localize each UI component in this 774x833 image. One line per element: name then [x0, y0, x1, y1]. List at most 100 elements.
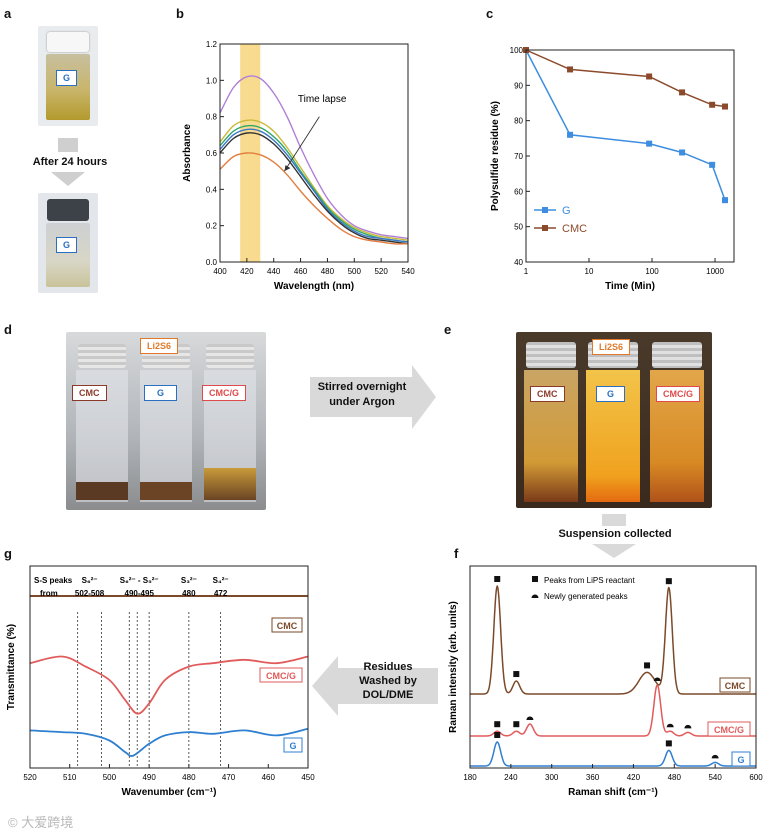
residue-point-g: [646, 140, 653, 147]
y-tick-label-b: 1.2: [206, 40, 218, 49]
cmc-tag-d: CMC: [72, 385, 107, 401]
arrow-head-d-to-e: [412, 365, 436, 429]
ftir-curve-g: [29, 727, 309, 757]
panel-g-label: g: [4, 546, 12, 561]
curve-tag-box-f: [731, 751, 751, 767]
curve-tag-box-g: [259, 667, 303, 683]
x-tick-label-g: 500: [103, 773, 117, 782]
x-tick-label-f: 360: [586, 773, 600, 782]
reactant-peak-marker: [513, 671, 520, 678]
panel-b-label: b: [176, 6, 184, 21]
time-lapse-annotation: Time lapse: [298, 94, 347, 105]
raman-chart: 180 240 300 360 420 480 540 600 Raman shift (cm⁻…: [448, 565, 763, 798]
time-lapse-arrow-line: [284, 116, 320, 172]
peak-range-label: 472: [214, 589, 228, 598]
peak-range-label: 480: [182, 589, 196, 598]
x-tick-label-b: 400: [213, 267, 227, 276]
x-tick-label-b: 420: [240, 267, 254, 276]
absorbance-series-1: [219, 75, 409, 240]
curve-tag-f: CMC/G: [714, 725, 744, 735]
residue-point-g: [709, 161, 716, 168]
after-24h-text: After 24 hours: [32, 156, 108, 168]
reactant-peak-marker: [494, 732, 501, 738]
y-axis-label-f: Raman intensity (arb. units): [448, 601, 459, 733]
x-tick-label-f: 240: [504, 773, 518, 782]
x-tick-label-g: 470: [222, 773, 236, 782]
legend-label-cmc: CMC: [562, 223, 587, 235]
residue-point-g: [567, 131, 574, 138]
legend-reactant-label: Peaks from LiPS reactant: [544, 576, 635, 585]
x-axis-label-b: Wavelength (nm): [274, 281, 354, 292]
cmcg-tag-d: CMC/G: [202, 385, 246, 401]
x-tick-label-g: 490: [142, 773, 156, 782]
reactant-peak-marker: [665, 578, 672, 585]
ss-peaks-label: S-S peaks: [34, 576, 73, 585]
y-tick-label-b: 0.6: [206, 149, 218, 158]
curve-tag-g: G: [289, 741, 296, 751]
x-tick-label-f: 180: [463, 773, 477, 782]
peak-species-label: S₆²⁻ - S₅²⁻: [120, 576, 159, 585]
watermark: © 大爱跨境: [8, 815, 74, 830]
absorbance-series-4: [219, 128, 409, 243]
panel-a-label: a: [4, 6, 12, 21]
y-tick-label-b: 0.2: [206, 222, 218, 231]
x-tick-label-c: 1000: [706, 267, 724, 276]
down-arrow-a: [58, 138, 78, 152]
vial-photo-after: G: [38, 193, 98, 293]
reactant-peak-marker: [665, 740, 672, 747]
arrow-f-to-g: [336, 668, 438, 704]
ftir-chart: 520 510 500 490 480 470 460 450 Wavenumber (cm⁻¹…: [6, 565, 315, 798]
y-tick-label-c: 70: [514, 152, 523, 161]
x-tick-label-g: 510: [63, 773, 77, 782]
residue-point-cmc: [646, 73, 653, 80]
curve-tag-f: CMC: [725, 681, 746, 691]
new-peak-marker: [711, 754, 719, 759]
x-tick-label-c: 1: [524, 267, 529, 276]
legend-marker-g: [542, 207, 548, 213]
new-peak-marker: [684, 724, 692, 729]
arrow-head-f-to-g: [312, 656, 338, 716]
y-tick-label-b: 0.8: [206, 113, 218, 122]
arrow-d-to-e: [310, 377, 414, 417]
polysulfide-residue-chart: 1 10 100 1000 40 50 60 70 80 90 100 Time (Min) Polys…: [490, 46, 735, 292]
curve-tag-box-g: [271, 617, 303, 633]
x-tick-label-g: 460: [262, 773, 276, 782]
y-tick-label-c: 100: [510, 46, 524, 55]
arrow-e-to-f: [602, 514, 626, 526]
peak-species-label: S₄²⁻: [213, 576, 229, 585]
vials-photo-d: [66, 332, 266, 510]
raman-curve-cmc: [470, 585, 756, 695]
g-tag-e: G: [596, 386, 626, 402]
cmcg-tag-e: CMC/G: [656, 386, 700, 402]
panel-f-label: f: [454, 546, 459, 561]
li2s6-tag-e: Li2S6: [592, 339, 631, 355]
reactant-peak-marker: [644, 662, 651, 669]
time-lapse-arrow-head: [284, 165, 291, 172]
y-tick-label-b: 1.0: [206, 76, 218, 85]
x-tick-label-f: 420: [627, 773, 641, 782]
plot-frame-g: [29, 565, 309, 769]
curve-tag-box-f: [719, 677, 751, 693]
reactant-peak-marker: [513, 721, 520, 728]
x-tick-label-b: 460: [294, 267, 308, 276]
absorbance-chart: 400 420 440 460 480 500 520 540 0.0 0.2 0.4 0.6 0.8 1…: [182, 40, 415, 292]
curve-tag-g: CMC: [277, 621, 298, 631]
suspension-text: Suspension collected: [558, 528, 672, 540]
residue-point-cmc: [709, 101, 716, 108]
new-peak-marker: [526, 716, 534, 720]
legend-new-marker: [531, 594, 539, 598]
residue-point-cmc: [722, 103, 729, 110]
x-axis-label-c: Time (Min): [605, 281, 655, 292]
g-tag-d: G: [144, 385, 178, 401]
reactant-peak-marker: [494, 576, 501, 582]
residue-line-g: [525, 49, 726, 201]
raman-curve-g: [470, 741, 756, 767]
panel-c-label: c: [486, 6, 494, 21]
x-tick-label-b: 540: [401, 267, 415, 276]
y-tick-label-c: 40: [514, 258, 523, 267]
panel-e-label: e: [444, 322, 452, 337]
plot-frame-f: [469, 565, 757, 769]
x-tick-label-b: 500: [348, 267, 362, 276]
residues-text: Residues Washed by DOL/DME: [359, 661, 417, 701]
vial-tag-before: G: [56, 70, 78, 86]
